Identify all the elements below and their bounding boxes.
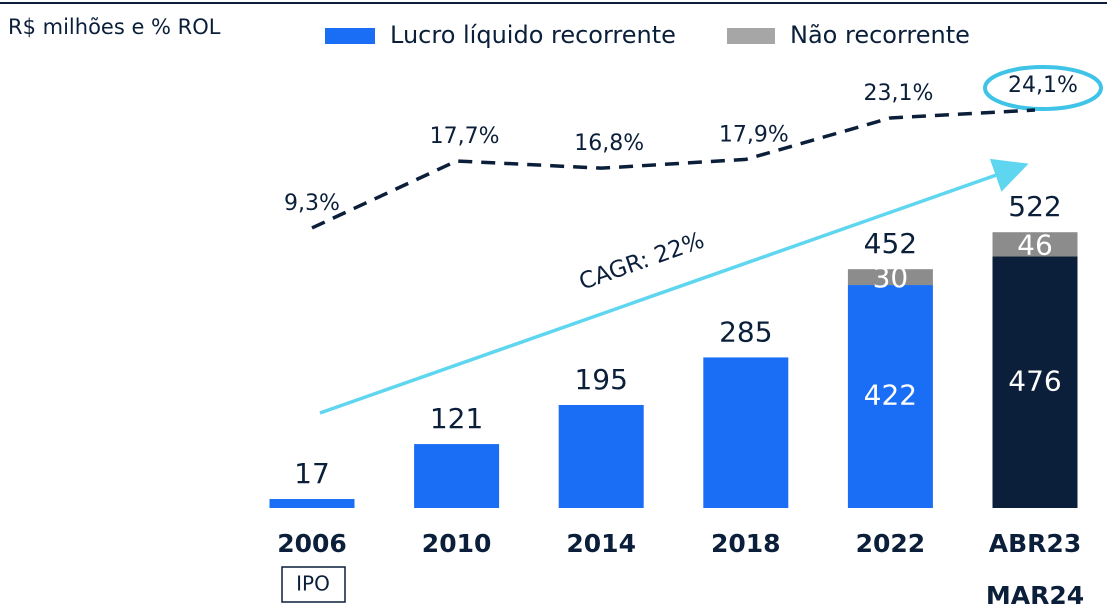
total-label: 522 [1008, 190, 1061, 223]
value-label: 46 [1017, 228, 1053, 261]
bar [269, 499, 355, 508]
x-tick-label: ABR23 [989, 529, 1081, 558]
bar [414, 444, 500, 508]
x-tick-label: 2006 [277, 529, 347, 558]
line-label: 23,1% [863, 81, 933, 106]
legend-label: Não recorrente [790, 21, 970, 49]
value-label: 422 [864, 379, 917, 412]
value-label: 30 [873, 261, 909, 294]
x-tick-label: MAR24 [986, 581, 1084, 608]
legend-swatch [325, 28, 375, 44]
line-label: 9,3% [284, 191, 340, 216]
bar [847, 285, 933, 508]
ipo-box [281, 566, 346, 603]
bar [703, 357, 789, 508]
total-label: 121 [430, 402, 483, 435]
x-tick-label: 2018 [711, 529, 781, 558]
bar [992, 232, 1078, 257]
bar [847, 269, 933, 286]
x-tick-label: 2022 [856, 529, 926, 558]
bar [992, 256, 1078, 508]
line-label: 17,7% [430, 124, 500, 149]
line-label: 17,9% [719, 122, 789, 147]
line [311, 108, 1036, 230]
total-label: 17 [294, 457, 330, 490]
x-tick-label: 2010 [422, 529, 492, 558]
line-label: 24,1% [1008, 73, 1078, 98]
chart-subtitle: R$ milhões e % ROL [8, 15, 221, 39]
legend-label: Lucro líquido recorrente [390, 21, 676, 49]
bar [558, 404, 644, 508]
highlight [983, 65, 1103, 111]
total-label: 195 [574, 363, 627, 396]
value-label: 476 [1008, 364, 1061, 397]
annotation: IPO [296, 572, 330, 596]
total-label: 285 [719, 315, 772, 348]
cagr-arrow [319, 158, 1029, 415]
legend-swatch [727, 28, 775, 44]
line-label: 16,8% [574, 131, 644, 156]
x-tick-label: 2014 [566, 529, 636, 558]
total-label: 452 [864, 227, 917, 260]
